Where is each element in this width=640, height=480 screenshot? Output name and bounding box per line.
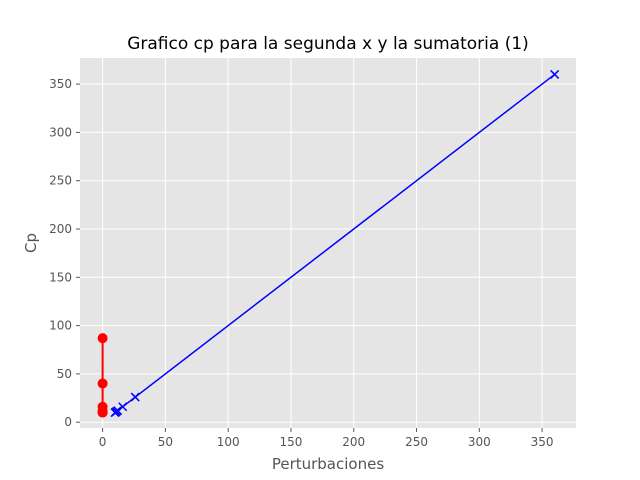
plot-background <box>80 58 576 428</box>
data-point <box>97 378 108 389</box>
series-2 <box>110 69 560 418</box>
x-axis-label: Perturbaciones <box>272 455 385 473</box>
data-point <box>97 407 108 418</box>
data-point <box>130 392 140 402</box>
y-tick-label: 0 <box>64 415 72 429</box>
x-tick-label: 250 <box>405 435 428 449</box>
x-tick-label: 150 <box>280 435 303 449</box>
y-tick-label: 50 <box>57 367 72 381</box>
y-axis-label: Cp <box>22 233 40 253</box>
data-point <box>118 402 128 412</box>
chart-title: Grafico cp para la segunda x y la sumato… <box>127 34 529 54</box>
x-tick-label: 300 <box>468 435 491 449</box>
x-tick-label: 350 <box>531 435 554 449</box>
data-point <box>110 408 120 418</box>
data-point <box>97 333 108 344</box>
x-tick-label: 100 <box>217 435 240 449</box>
y-tick-label: 200 <box>49 222 72 236</box>
y-axis-ticks: 0 50 100 150 200 250 300 350 <box>49 77 80 429</box>
series-1 <box>97 333 108 418</box>
x-tick-label: 0 <box>99 435 107 449</box>
y-tick-label: 300 <box>49 125 72 139</box>
x-tick-label: 200 <box>342 435 365 449</box>
x-tick-label: 50 <box>158 435 173 449</box>
grid <box>80 58 576 428</box>
y-tick-label: 350 <box>49 77 72 91</box>
y-tick-label: 250 <box>49 174 72 188</box>
data-point <box>550 69 560 79</box>
y-tick-label: 150 <box>49 270 72 284</box>
series-group <box>97 69 560 418</box>
x-axis-ticks: 0 50 100 150 200 250 300 350 <box>99 428 554 449</box>
y-tick-label: 100 <box>49 319 72 333</box>
